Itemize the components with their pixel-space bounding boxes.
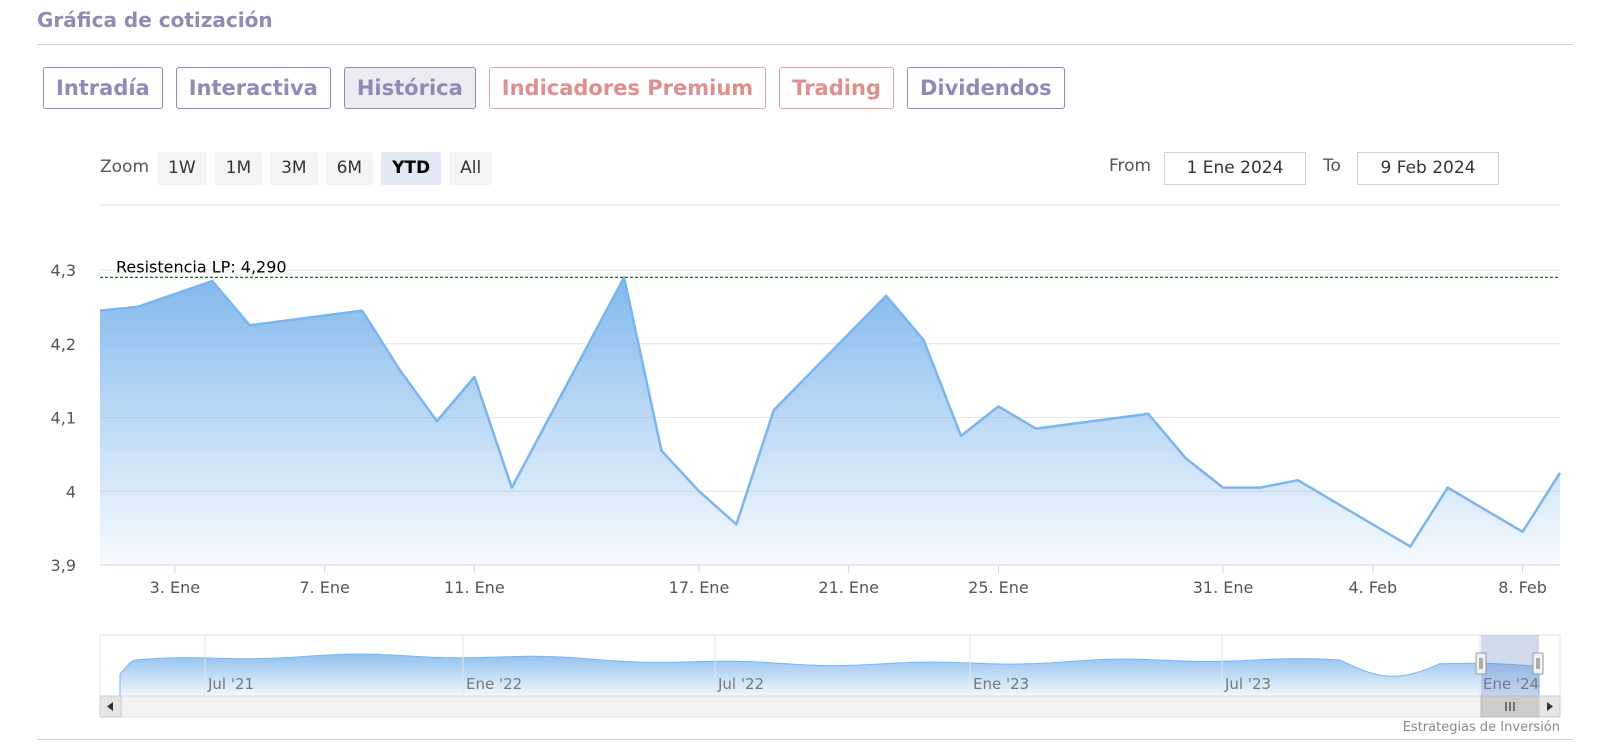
bottom-divider — [37, 739, 1573, 740]
x-tick-label: 17. Ene — [669, 578, 730, 597]
y-tick-label: 4 — [66, 482, 76, 501]
y-tick-label: 4,2 — [51, 335, 76, 354]
price-area — [100, 277, 1560, 565]
y-tick-label: 4,1 — [51, 409, 76, 428]
tab-trading[interactable]: Trading — [779, 67, 894, 109]
navigator-label: Ene '22 — [466, 675, 522, 693]
y-tick-label: 3,9 — [51, 556, 76, 575]
y-axis-labels: 3,9 4 4,1 4,2 4,3 — [51, 261, 76, 575]
scrollbar[interactable] — [99, 695, 1561, 718]
x-axis-labels: 3. Ene 7. Ene 11. Ene 17. Ene 21. Ene 25. Ene… — [150, 565, 1547, 597]
to-label: To — [1323, 156, 1341, 176]
zoom-ytd-button[interactable]: YTD — [381, 152, 442, 185]
zoom-label: Zoom — [100, 157, 150, 177]
x-tick-label: 21. Ene — [818, 578, 879, 597]
navigator-frame — [99, 634, 1561, 697]
navigator-handle-left[interactable] — [1475, 652, 1487, 675]
grip-icon — [1505, 702, 1515, 711]
navigator-labels: Jul '21 Ene '22 Jul '22 Ene '23 Jul '23 Ene '… — [204, 635, 1539, 696]
grid-lines — [100, 269, 1560, 492]
navigator-label: Jul '23 — [1224, 675, 1271, 693]
x-tick-label: 3. Ene — [150, 578, 200, 597]
resistance-label: Resistencia LP: 4,290 — [116, 257, 287, 276]
navigator-label: Ene '23 — [973, 675, 1029, 693]
zoom-3m-button[interactable]: 3M — [270, 152, 318, 185]
navigator-selection[interactable] — [1481, 635, 1539, 696]
zoom-6m-button[interactable]: 6M — [325, 152, 374, 185]
arrow-right-icon — [1547, 702, 1553, 711]
from-date-input[interactable]: 1 Ene 2024 — [1164, 152, 1306, 185]
navigator-label: Ene '24 — [1483, 675, 1539, 693]
title-divider — [37, 44, 1573, 45]
x-tick-label: 25. Ene — [968, 578, 1029, 597]
scrollbar-thumb[interactable] — [1480, 695, 1540, 718]
tab-interactiva[interactable]: Interactiva — [175, 67, 331, 109]
x-tick-label: 4. Feb — [1348, 578, 1397, 597]
tab-dividendos[interactable]: Dividendos — [906, 67, 1065, 109]
zoom-1w-button[interactable]: 1W — [157, 152, 207, 185]
navigator-label: Jul '21 — [207, 675, 254, 693]
x-tick-label: 31. Ene — [1193, 578, 1254, 597]
from-label: From — [1109, 156, 1152, 176]
scrollbar-right-button[interactable] — [1538, 695, 1561, 718]
x-tick-label: 8. Feb — [1498, 578, 1547, 597]
to-date-input[interactable]: 9 Feb 2024 — [1357, 152, 1499, 185]
scrollbar-track[interactable] — [99, 695, 1561, 718]
page-title: Gráfica de cotización — [37, 8, 273, 32]
x-tick-label: 7. Ene — [299, 578, 349, 597]
chart-tabs: Intradía Interactiva Histórica Indicadores … — [43, 67, 1065, 109]
zoom-1m-button[interactable]: 1M — [214, 152, 263, 185]
navigator-handle-right[interactable] — [1532, 652, 1544, 675]
price-line — [99, 276, 1562, 548]
navigator-series — [119, 653, 1540, 697]
tab-intradía[interactable]: Intradía — [43, 67, 163, 109]
zoom-buttons: 1W 1M 3M 6M YTD All — [157, 152, 493, 185]
navigator-label: Jul '22 — [717, 675, 764, 693]
y-tick-label: 4,3 — [51, 261, 76, 280]
tab-histórica[interactable]: Histórica — [343, 67, 476, 109]
arrow-left-icon — [107, 702, 113, 711]
x-tick-label: 11. Ene — [444, 578, 505, 597]
tab-indicadores-premium[interactable]: Indicadores Premium — [488, 67, 767, 109]
zoom-all-button[interactable]: All — [449, 152, 493, 185]
scrollbar-left-button[interactable] — [99, 695, 122, 718]
chart-credit: Estrategias de Inversión — [1403, 720, 1560, 735]
navigator[interactable]: Jul '21 Ene '22 Jul '22 Ene '23 Jul '23 Ene '… — [99, 634, 1561, 697]
